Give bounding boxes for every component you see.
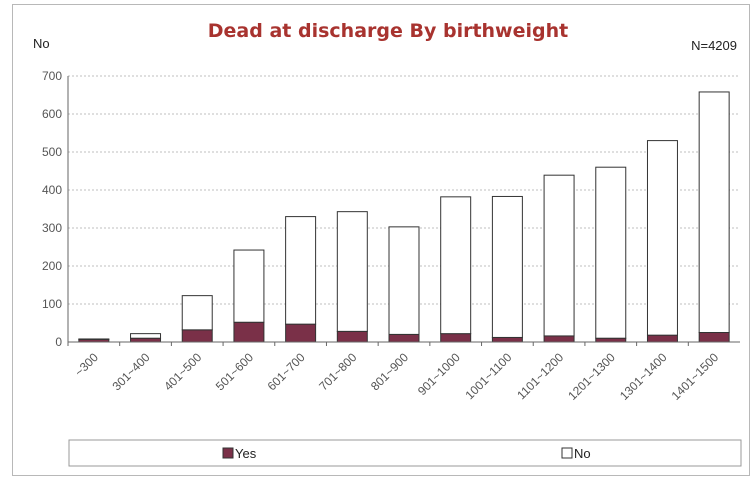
chart-frame: Dead at discharge By birthweight No N=42…: [12, 4, 750, 476]
bar-yes-601~700: [285, 323, 317, 343]
y-tick-label: 100: [42, 297, 62, 311]
bar-no-901~1000: [440, 196, 472, 335]
bar-no-1301~1400: [646, 140, 678, 336]
legend-label-yes: Yes: [235, 446, 257, 461]
legend: Yes No: [68, 439, 742, 467]
bar-yes-1101~1200: [543, 335, 575, 343]
bar-no-301~400: [130, 333, 162, 339]
x-tick-label: 1101~1200: [514, 350, 566, 402]
bar-yes-1301~1400: [646, 334, 678, 343]
bar-yes-1001~1100: [491, 336, 523, 343]
legend-label-no: No: [574, 446, 591, 461]
x-tick-label: 801~900: [368, 350, 411, 393]
sample-size-note: N=4209: [691, 38, 737, 53]
y-tick-label: 300: [42, 221, 62, 235]
chart-title: Dead at discharge By birthweight: [208, 20, 568, 42]
bar-no-801~900: [388, 226, 420, 335]
bar-no-501~600: [233, 249, 265, 323]
x-tick-label: 1001~1100: [463, 350, 515, 402]
y-tick-label: 500: [42, 145, 62, 159]
bar-no-401~500: [181, 295, 213, 331]
legend-swatch-no: [561, 447, 573, 459]
y-tick-label: 200: [42, 259, 62, 273]
x-tick-label: 1401~1500: [669, 350, 722, 403]
bar-no-601~700: [285, 216, 317, 325]
y-tick-label: 400: [42, 183, 62, 197]
bar-no-~300: [78, 338, 110, 340]
bar-yes-1401~1500: [698, 332, 730, 343]
bar-yes-301~400: [130, 337, 162, 343]
legend-box: [68, 439, 742, 467]
bar-no-1401~1500: [698, 91, 730, 333]
x-tick-label: 1201~1300: [565, 350, 618, 403]
x-tick-label: ~300: [72, 350, 101, 379]
bar-chart: Dead at discharge By birthweight No N=42…: [33, 20, 742, 467]
y-tick-label: 0: [55, 335, 62, 349]
legend-swatch-yes: [222, 447, 234, 459]
x-tick-label: 601~700: [265, 350, 308, 393]
x-tick-label: 901~1000: [415, 350, 463, 398]
bar-no-1101~1200: [543, 174, 575, 337]
bar-yes-901~1000: [440, 333, 472, 343]
y-tick-label: 600: [42, 107, 62, 121]
x-tick-label: 401~500: [161, 350, 204, 393]
bar-yes-701~800: [336, 330, 368, 343]
bar-no-1201~1300: [595, 166, 627, 339]
y-tick-label: 700: [42, 69, 62, 83]
bar-no-1001~1100: [491, 195, 523, 338]
x-tick-label: 501~600: [213, 350, 256, 393]
x-tick-label: 301~400: [109, 350, 152, 393]
bar-yes-1201~1300: [595, 337, 627, 343]
bar-yes-401~500: [181, 329, 213, 343]
y-axis-label: No: [33, 36, 50, 51]
bar-yes-501~600: [233, 321, 265, 343]
x-tick-label: 701~800: [316, 350, 359, 393]
bar-no-701~800: [336, 211, 368, 332]
x-tick-label: 1301~1400: [617, 350, 670, 403]
bar-yes-801~900: [388, 333, 420, 343]
